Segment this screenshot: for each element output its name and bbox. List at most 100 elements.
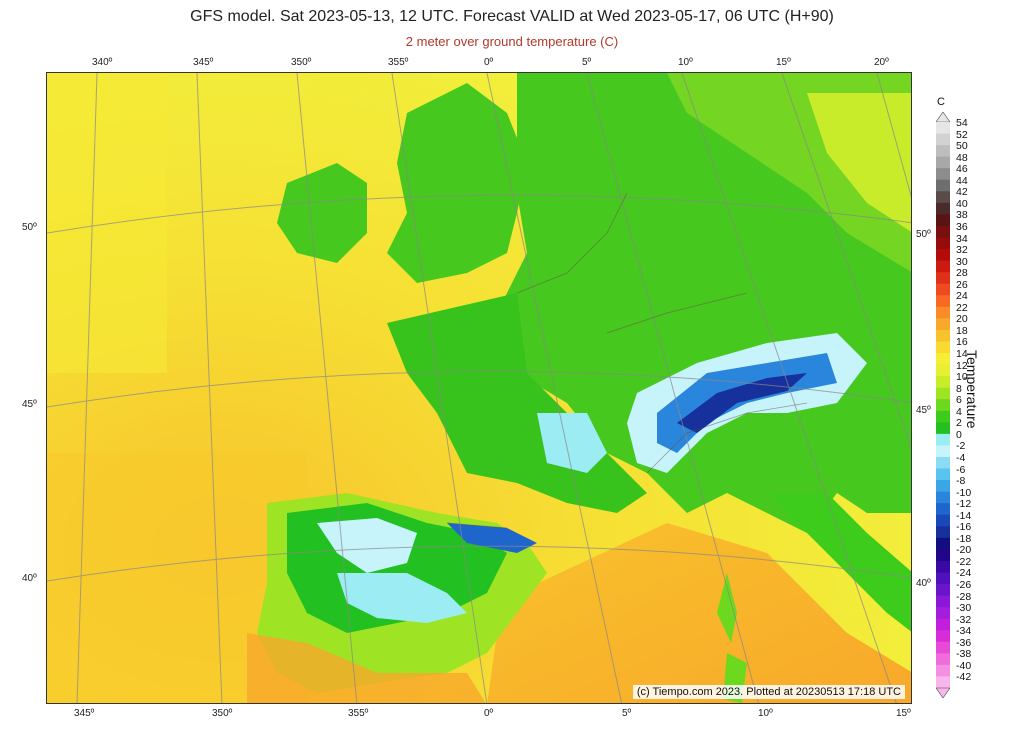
colorbar-swatch [936,387,950,400]
colorbar-level-label: 36 [956,220,968,233]
top-lon-tick: 340º [92,57,113,68]
colorbar-level-label: 54 [956,117,968,129]
colorbar-level-label: 42 [956,186,968,199]
colorbar-swatch [936,537,950,550]
colorbar-level-label: 24 [956,290,968,303]
colorbar-level-label: -20 [956,544,972,557]
colorbar-swatch [936,514,950,527]
colorbar-swatch [936,445,950,458]
colorbar-top-arrow [936,112,950,123]
colorbar-swatch [936,214,950,227]
colorbar-swatch [936,641,950,654]
colorbar-level-label: 46 [956,163,968,176]
colorbar-swatch [936,503,950,516]
iberia-south-meseta [337,573,467,623]
colorbar-level-label: -40 [956,659,972,672]
colorbar-level-label: -6 [956,463,966,476]
colorbar-level-label: 52 [956,128,968,141]
colorbar-swatch [936,399,950,412]
pyrenees [447,523,537,553]
colorbar-level-label: 40 [956,197,968,210]
colorbar-swatch [936,584,950,597]
colorbar-level-label: -32 [956,613,972,626]
colorbar-level-label: -2 [956,440,966,453]
colorbar-level-label: 34 [956,232,968,245]
corsica [717,573,737,643]
colorbar-swatch [936,560,950,573]
colorbar-swatch [936,376,950,389]
italy-region [767,493,911,632]
colorbar-level-label: 20 [956,313,968,326]
colorbar-level-label: 0 [956,428,962,441]
massif-central [537,413,607,473]
bottom-lon-tick: 10º [758,708,773,719]
ocean-band [47,73,167,373]
left-lat-tick: 45º [22,399,37,410]
colorbar-swatch [936,422,950,435]
credit-text: (c) Tiempo.com 2023. Plotted at 20230513… [632,685,905,699]
colorbar-level-label: -16 [956,521,972,534]
colorbar-level-label: 12 [956,359,968,372]
colorbar-swatch [936,306,950,319]
colorbar-level-label: -8 [956,475,966,488]
colorbar-level-label: -30 [956,602,972,615]
left-lat-tick: 40º [22,573,37,584]
colorbar-swatch [936,526,950,539]
colorbar-swatch [936,191,950,204]
colorbar-swatch [936,329,950,342]
top-lon-tick: 350º [291,57,312,68]
colorbar-swatch [936,341,950,354]
bottom-lon-tick: 5º [622,708,632,719]
colorbar-swatch [936,225,950,239]
top-lon-tick: 355º [388,57,409,68]
colorbar-level-label: 50 [956,140,968,153]
colorbar-level-label: 28 [956,267,968,280]
bottom-lon-tick: 350º [212,708,233,719]
map-canvas [47,73,911,703]
colorbar-level-label: -18 [956,532,972,545]
colorbar-unit: C [937,96,945,108]
colorbar-swatch [936,179,950,192]
right-lat-tick: 45º [916,405,931,416]
colorbar-level-label: 18 [956,324,968,337]
colorbar-level-label: 30 [956,255,968,268]
colorbar-level-label: 6 [956,394,962,407]
colorbar-level-label: 48 [956,151,968,164]
colorbar-level-label: 44 [956,174,968,187]
colorbar-level-label: 14 [956,348,968,361]
top-lon-tick: 0º [484,57,494,68]
great-britain [387,83,527,283]
colorbar-level-label: -26 [956,579,972,592]
colorbar-swatch [936,618,950,631]
left-lat-tick: 50º [22,222,37,233]
bottom-lon-tick: 15º [896,708,911,719]
baltic-warm-area [807,93,911,232]
colorbar-swatch [936,353,950,366]
temperature-map[interactable]: (c) Tiempo.com 2023. Plotted at 20230513… [46,72,912,704]
colorbar-swatch [936,237,950,250]
top-lon-tick: 20º [874,57,889,68]
colorbar-swatch [936,272,950,285]
colorbar-level-label: 32 [956,244,968,257]
colorbar-swatch [936,364,950,377]
temperature-colorbar [936,112,950,698]
colorbar-swatch [936,283,950,296]
ireland [277,163,367,263]
colorbar-swatch [936,295,950,308]
right-lat-tick: 50º [916,229,931,240]
colorbar-swatch [936,433,950,446]
right-lat-tick: 40º [916,578,931,589]
colorbar-swatch [936,549,950,562]
colorbar-swatch [936,456,950,470]
colorbar-level-label: -34 [956,625,972,638]
graticule [47,73,911,703]
top-lon-tick: 10º [678,57,693,68]
colorbar-level-label: 38 [956,209,968,222]
iberia-south-warm [247,633,486,703]
colorbar-swatch [936,480,950,493]
colorbar-level-label: -4 [956,451,966,464]
colorbar-title: Temperature [964,350,980,429]
top-lon-tick: 345º [193,57,214,68]
colorbar-swatch [936,410,950,423]
colorbar-swatch [936,468,950,481]
